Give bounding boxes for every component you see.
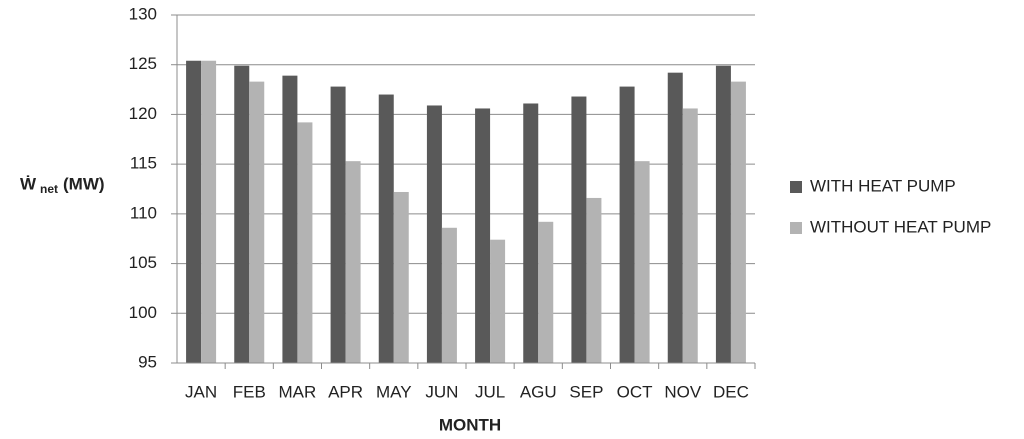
- bar: [330, 86, 346, 364]
- y-tick-label: 125: [129, 54, 157, 73]
- y-axis-title-sub: net: [40, 182, 58, 196]
- x-tick-label: NOV: [664, 382, 702, 401]
- x-tick-label: OCT: [617, 382, 653, 401]
- bar: [586, 197, 602, 363]
- bar: [523, 103, 539, 364]
- bar: [730, 81, 746, 364]
- legend-label: WITH HEAT PUMP: [810, 176, 956, 195]
- bar: [345, 161, 361, 363]
- legend-label: WITHOUT HEAT PUMP: [810, 217, 991, 236]
- bar: [393, 191, 409, 363]
- bar: [634, 161, 650, 363]
- bar: [667, 72, 683, 363]
- x-tick-label: JUN: [425, 382, 458, 401]
- bar: [234, 65, 250, 364]
- x-tick-label: FEB: [233, 382, 266, 401]
- x-tick-label: JUL: [475, 382, 505, 401]
- bar: [186, 60, 202, 363]
- bar: [490, 239, 506, 363]
- legend-swatch: [790, 181, 802, 193]
- bar: [619, 86, 635, 364]
- x-tick-label: DEC: [713, 382, 749, 401]
- bar: [441, 227, 457, 363]
- legend-swatch: [790, 222, 802, 234]
- x-tick-label: APR: [328, 382, 363, 401]
- y-axis-title-unit: (MW): [63, 174, 105, 193]
- x-tick-label: MAR: [279, 382, 317, 401]
- bar: [249, 81, 265, 364]
- bar: [538, 221, 554, 363]
- bar: [378, 94, 394, 364]
- x-tick-label: MAY: [376, 382, 412, 401]
- y-axis-title: Ẇ: [20, 174, 37, 193]
- bar: [475, 108, 491, 363]
- y-tick-label: 105: [129, 253, 157, 272]
- bar: [297, 122, 313, 363]
- x-tick-label: AGU: [520, 382, 557, 401]
- y-tick-label: 130: [129, 4, 157, 23]
- y-tick-label: 95: [138, 352, 157, 371]
- x-axis-title: MONTH: [439, 415, 501, 434]
- x-tick-label: JAN: [185, 382, 217, 401]
- bar: [571, 96, 587, 363]
- bar: [426, 105, 442, 363]
- y-tick-label: 120: [129, 104, 157, 123]
- bar: [715, 65, 731, 364]
- y-tick-label: 100: [129, 303, 157, 322]
- y-tick-label: 110: [130, 203, 157, 222]
- bar: [201, 60, 217, 363]
- y-tick-label: 115: [130, 154, 157, 173]
- bar: [282, 75, 298, 363]
- bar: [682, 108, 698, 363]
- x-tick-label: SEP: [569, 382, 603, 401]
